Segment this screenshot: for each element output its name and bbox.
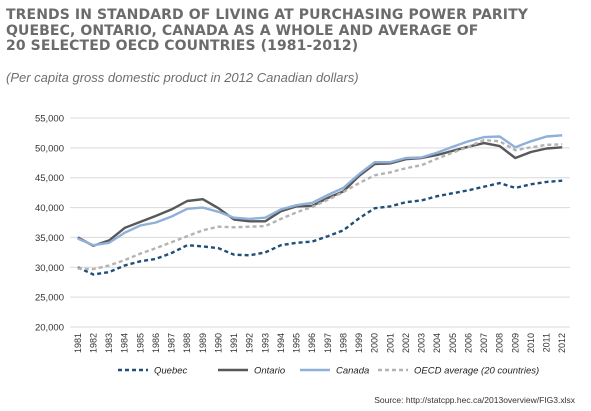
x-tick-label: 1996 [307,333,317,353]
chart-title: TRENDS IN STANDARD OF LIVING AT PURCHASI… [6,7,586,55]
chart-subtitle: (Per capita gross domestic product in 20… [6,70,359,85]
series-line-oecd [77,138,563,271]
x-tick-label: 2000 [370,333,380,353]
y-tick-label: 20,000 [35,323,64,334]
x-tick-label: 2003 [417,333,427,353]
legend-label: Canada [336,366,369,377]
title-line-3: 20 SELECTED OECD COUNTRIES (1981-2012) [6,38,359,54]
y-tick-label: 35,000 [35,233,64,244]
x-tick-label: 2010 [526,333,536,353]
series-line-canada [77,134,563,247]
y-tick-label: 30,000 [35,263,64,274]
x-tick-label: 1983 [104,333,114,353]
x-tick-label: 1998 [338,333,348,353]
series-line-ontario [77,141,563,248]
x-tick-label: 1986 [151,333,161,353]
x-tick-label: 2002 [401,333,411,353]
x-tick-label: 1990 [213,333,223,353]
title-line-2: QUEBEC, ONTARIO, CANADA AS A WHOLE AND A… [6,22,479,39]
x-tick-label: 1997 [323,333,333,353]
series-line-quebec [77,179,563,276]
title-line-1: TRENDS IN STANDARD OF LIVING AT PURCHASI… [6,7,529,23]
x-tick-label: 1984 [120,333,130,353]
y-tick-label: 25,000 [35,293,64,304]
x-tick-label: 1985 [135,333,145,353]
x-tick-label: 2008 [495,333,505,353]
x-tick-label: 1981 [73,333,83,353]
y-tick-label: 40,000 [35,203,64,214]
x-tick-label: 2011 [542,333,552,352]
y-tick-label: 45,000 [35,173,64,184]
x-tick-label: 2007 [479,333,489,353]
y-tick-label: 55,000 [35,114,64,125]
x-tick-label: 2012 [557,333,567,353]
x-tick-label: 2001 [385,333,395,353]
x-tick-label: 2004 [432,333,442,353]
x-tick-label: 1982 [88,333,98,353]
source-note: Source: http://statcpp.hec.ca/2013overvi… [374,395,575,405]
x-tick-label: 2006 [463,333,473,353]
x-tick-label: 1989 [198,333,208,353]
x-tick-label: 1994 [276,333,286,353]
x-tick-label: 2009 [510,333,520,353]
legend-label: OECD average (20 countries) [414,366,539,377]
legend-label: Quebec [154,366,188,377]
x-tick-label: 1988 [182,333,192,353]
x-tick-label: 1991 [229,333,239,353]
x-tick-label: 1993 [260,333,270,353]
x-tick-label: 1995 [292,333,302,353]
x-tick-label: 1999 [354,333,364,353]
x-tick-label: 1992 [245,333,255,353]
legend-label: Ontario [254,366,285,377]
y-tick-label: 50,000 [35,143,64,154]
x-tick-label: 1987 [167,333,177,353]
x-tick-label: 2005 [448,333,458,353]
